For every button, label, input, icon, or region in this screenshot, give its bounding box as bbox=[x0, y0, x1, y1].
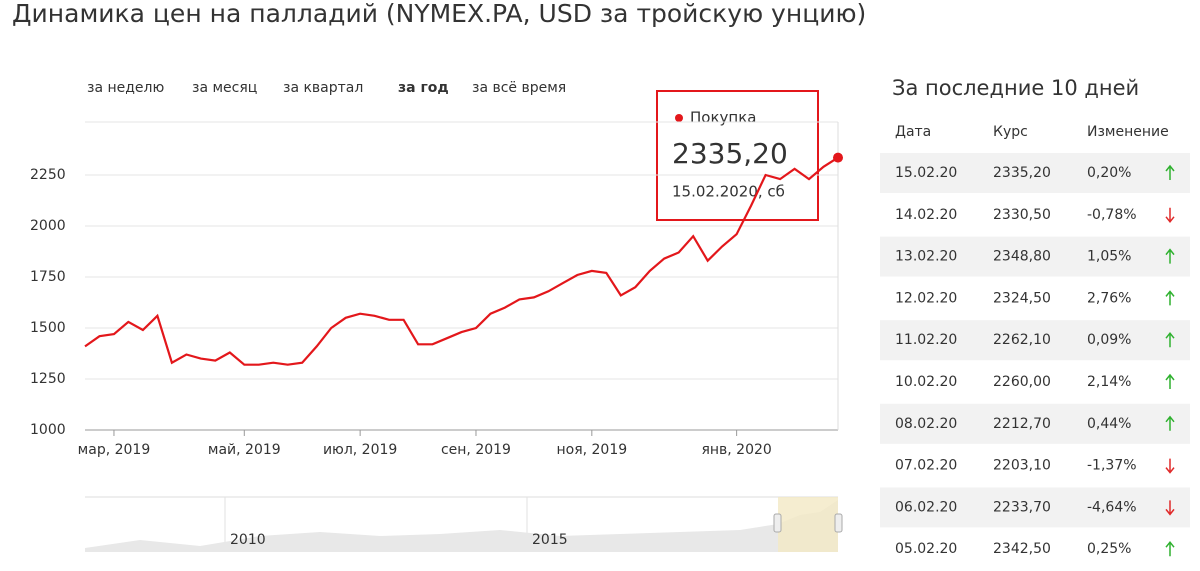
tab[interactable]: за всё время bbox=[472, 80, 566, 96]
table-cell: 2335,20 bbox=[993, 165, 1051, 181]
table-header: Дата bbox=[895, 124, 931, 140]
table-cell: 2342,50 bbox=[993, 541, 1051, 557]
y-tick-label: 1000 bbox=[30, 422, 66, 438]
arrow-up bbox=[1165, 248, 1175, 264]
row-bg bbox=[880, 153, 1190, 193]
table-cell: 1,05% bbox=[1087, 249, 1131, 265]
table-cell: 2324,50 bbox=[993, 290, 1051, 306]
row-bg bbox=[880, 403, 1190, 444]
table-cell: 13.02.20 bbox=[895, 249, 957, 265]
table-cell: 2262,10 bbox=[993, 332, 1051, 348]
x-tick-label: сен, 2019 bbox=[441, 442, 511, 458]
table-cell: 07.02.20 bbox=[895, 458, 957, 474]
y-tick-label: 2000 bbox=[30, 218, 66, 234]
arrow-up bbox=[1165, 540, 1175, 557]
last-point bbox=[833, 152, 843, 163]
arrow-up bbox=[1165, 373, 1175, 389]
x-tick-label: май, 2019 bbox=[208, 442, 281, 458]
table-title: За последние 10 дней bbox=[892, 76, 1139, 100]
table-cell: 2233,70 bbox=[993, 499, 1051, 515]
table-cell: 2212,70 bbox=[993, 416, 1051, 432]
tab[interactable]: за неделю bbox=[87, 80, 164, 96]
x-tick-label: янв, 2020 bbox=[701, 442, 771, 458]
table-cell: 12.02.20 bbox=[895, 290, 957, 306]
table-cell: 06.02.20 bbox=[895, 499, 957, 515]
table-cell: 14.02.20 bbox=[895, 207, 957, 223]
price-line bbox=[84, 156, 839, 366]
navigator-handle[interactable] bbox=[834, 513, 843, 533]
table-cell: 08.02.20 bbox=[895, 416, 957, 432]
tooltip-date: 15.02.2020, сб bbox=[672, 183, 785, 201]
y-tick-label: 1500 bbox=[30, 320, 66, 336]
arrow-up bbox=[1165, 164, 1175, 180]
navigator-label: 2015 bbox=[532, 532, 568, 548]
navigator-window[interactable] bbox=[778, 497, 838, 552]
tooltip: Покупка 2335,20 15.02.2020, сб bbox=[656, 90, 819, 221]
row-bg bbox=[880, 236, 1190, 277]
x-tick-label: ноя, 2019 bbox=[556, 442, 627, 458]
tab[interactable]: за год bbox=[398, 80, 449, 96]
x-tick-label: июл, 2019 bbox=[323, 442, 397, 458]
table-header: Курс bbox=[993, 124, 1028, 140]
table-cell: 05.02.20 bbox=[895, 541, 957, 557]
table-cell: 0,25% bbox=[1087, 541, 1131, 557]
table-header: Изменение bbox=[1087, 124, 1169, 140]
arrow-down bbox=[1165, 500, 1175, 516]
table-cell: 10.02.20 bbox=[895, 374, 957, 390]
table-cell: 2,76% bbox=[1087, 290, 1131, 306]
table-cell: 0,20% bbox=[1087, 165, 1131, 181]
table-cell: -4,64% bbox=[1087, 499, 1137, 515]
tooltip-value: 2335,20 bbox=[672, 137, 788, 170]
x-tick-label: мар, 2019 bbox=[78, 442, 151, 458]
page-title: Динамика цен на палладий (NYMEX.PA, USD … bbox=[12, 0, 866, 28]
y-tick-label: 2250 bbox=[30, 167, 66, 183]
table-cell: 0,09% bbox=[1087, 332, 1131, 348]
tooltip-dot bbox=[675, 114, 683, 122]
table-cell: 15.02.20 bbox=[895, 165, 957, 181]
table-cell: 2,14% bbox=[1087, 374, 1131, 390]
table-cell: 2330,50 bbox=[993, 207, 1051, 223]
navigator-area bbox=[85, 500, 838, 552]
table-cell: -0,78% bbox=[1087, 207, 1137, 223]
row-bg bbox=[880, 320, 1190, 361]
tooltip-box bbox=[656, 90, 819, 221]
arrow-down bbox=[1165, 207, 1175, 224]
y-tick-label: 1250 bbox=[30, 371, 66, 387]
table-cell: 2203,10 bbox=[993, 458, 1051, 474]
arrow-up bbox=[1165, 415, 1175, 431]
tab[interactable]: за месяц bbox=[192, 80, 257, 96]
table-cell: -1,37% bbox=[1087, 458, 1137, 474]
table-cell: 2348,80 bbox=[993, 249, 1051, 265]
tab[interactable]: за квартал bbox=[283, 80, 363, 96]
arrow-up bbox=[1165, 290, 1175, 306]
table-cell: 2260,00 bbox=[993, 374, 1051, 390]
row-bg bbox=[880, 487, 1190, 528]
navigator-label: 2010 bbox=[230, 532, 266, 548]
arrow-up bbox=[1165, 331, 1175, 348]
tooltip-label: Покупка bbox=[690, 109, 756, 127]
navigator-handle[interactable] bbox=[773, 513, 782, 533]
arrow-down bbox=[1165, 458, 1175, 474]
table-cell: 11.02.20 bbox=[895, 332, 957, 348]
y-tick-label: 1750 bbox=[30, 269, 66, 285]
table-cell: 0,44% bbox=[1087, 416, 1131, 432]
